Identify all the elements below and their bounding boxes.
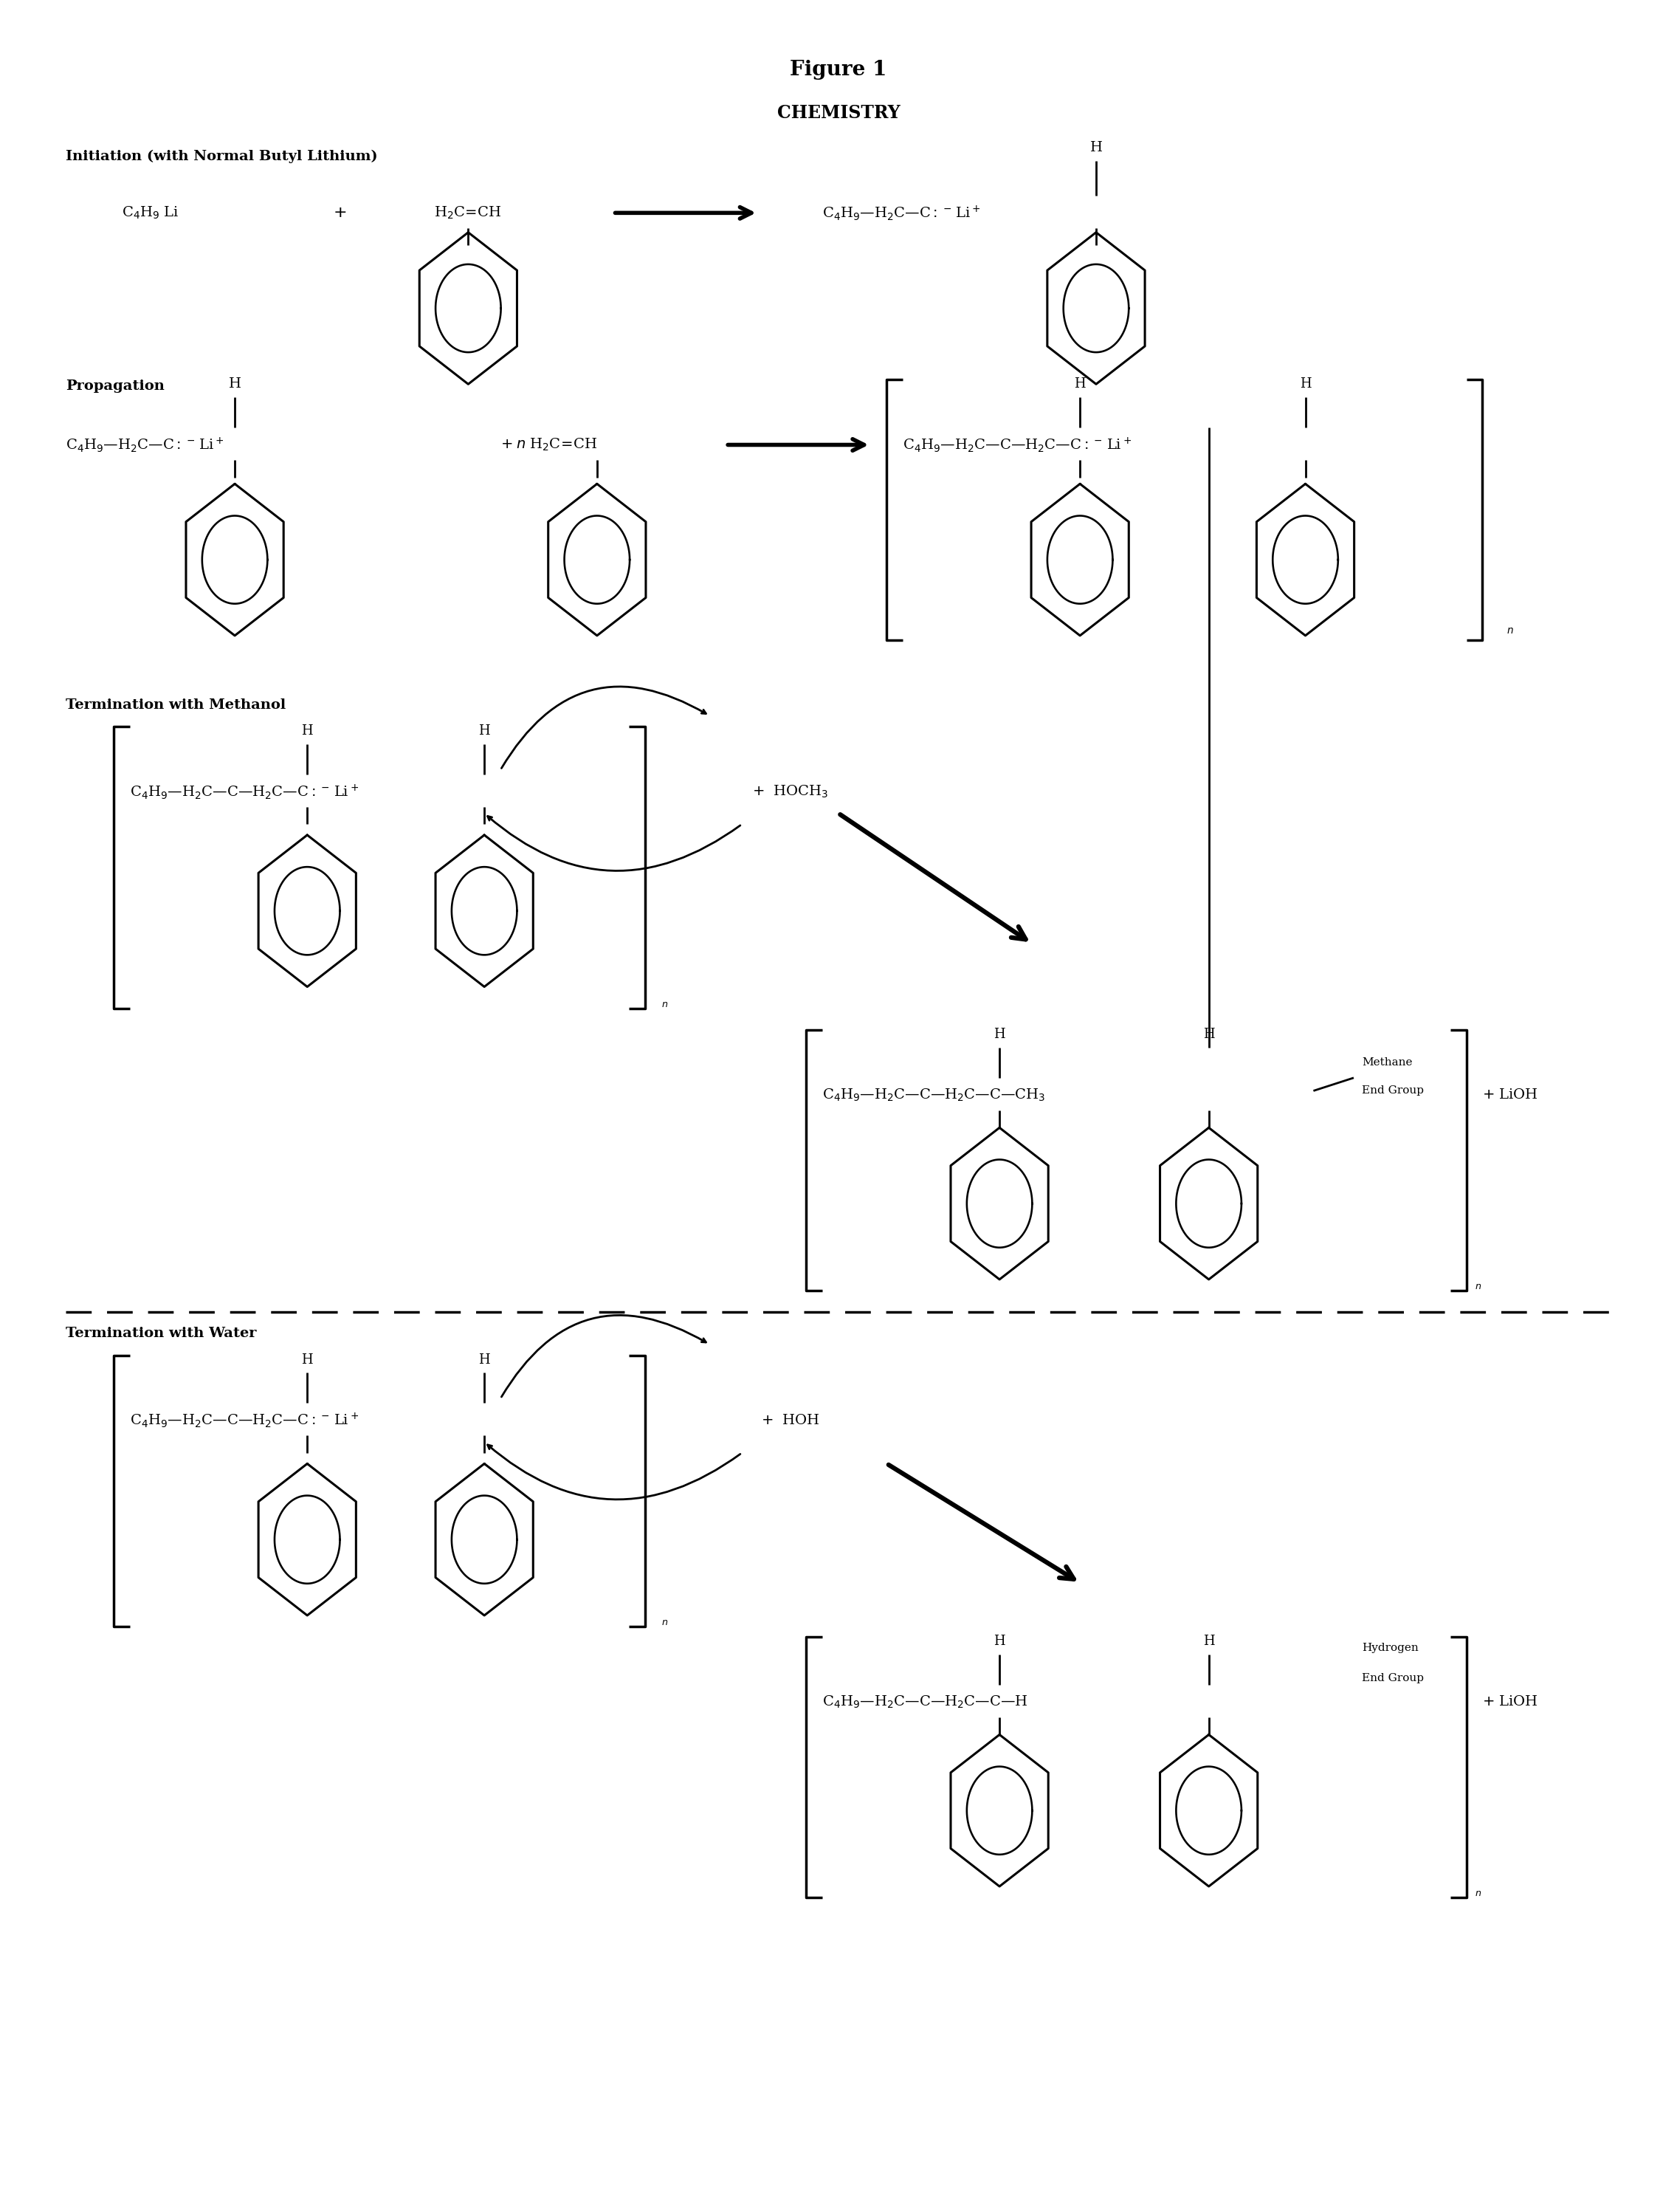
Text: H: H <box>478 1354 490 1367</box>
Text: H: H <box>994 1635 1005 1648</box>
Text: Initiation (with Normal Butyl Lithium): Initiation (with Normal Butyl Lithium) <box>65 150 377 164</box>
Text: H: H <box>478 723 490 737</box>
Text: Termination with Water: Termination with Water <box>65 1327 257 1340</box>
Text: H: H <box>994 1029 1005 1042</box>
Text: C$_4$H$_9$—H$_2$C—C$:^-\!$ Li$^+$: C$_4$H$_9$—H$_2$C—C$:^-\!$ Li$^+$ <box>65 436 225 453</box>
Text: C$_4$H$_9$—H$_2$C—C—H$_2$C—C$:^-\!$ Li$^+$: C$_4$H$_9$—H$_2$C—C—H$_2$C—C$:^-\!$ Li$^… <box>131 783 359 801</box>
Text: H: H <box>1090 142 1102 155</box>
Text: Figure 1: Figure 1 <box>790 60 887 80</box>
Text: C$_4$H$_9$—H$_2$C—C—H$_2$C—C$:^-\!$ Li$^+$: C$_4$H$_9$—H$_2$C—C—H$_2$C—C$:^-\!$ Li$^… <box>131 1411 359 1429</box>
Text: Hydrogen: Hydrogen <box>1362 1644 1419 1652</box>
Text: Methane: Methane <box>1362 1057 1412 1068</box>
Text: $_n$: $_n$ <box>1474 1885 1481 1898</box>
Text: $_n$: $_n$ <box>661 995 669 1009</box>
Text: $+\;n\;$H$_2$C$\!=\!$CH: $+\;n\;$H$_2$C$\!=\!$CH <box>500 438 597 453</box>
Text: $_n$: $_n$ <box>661 1613 669 1626</box>
Text: $+$  HOH: $+$ HOH <box>761 1413 820 1427</box>
Text: H: H <box>302 1354 314 1367</box>
Text: $+$  HOCH$_3$: $+$ HOCH$_3$ <box>751 783 828 799</box>
Text: End Group: End Group <box>1362 1086 1424 1095</box>
Text: H$_2$C$\!=\!$CH: H$_2$C$\!=\!$CH <box>434 206 501 221</box>
Text: H: H <box>302 723 314 737</box>
Text: $+$ LiOH: $+$ LiOH <box>1482 1694 1538 1710</box>
Text: C$_4$H$_9$—H$_2$C—C$:^-\!$ Li$^+$: C$_4$H$_9$—H$_2$C—C$:^-\!$ Li$^+$ <box>822 204 981 221</box>
Text: Propagation: Propagation <box>65 380 164 394</box>
Text: $+$ LiOH: $+$ LiOH <box>1482 1088 1538 1102</box>
Text: H: H <box>1202 1635 1214 1648</box>
Text: H: H <box>1300 378 1311 392</box>
Text: Termination with Methanol: Termination with Methanol <box>65 699 285 712</box>
Text: H: H <box>1075 378 1085 392</box>
Text: C$_4$H$_9$—H$_2$C—C—H$_2$C—C—CH$_3$: C$_4$H$_9$—H$_2$C—C—H$_2$C—C—CH$_3$ <box>822 1088 1046 1104</box>
Text: C$_4$H$_9$—H$_2$C—C—H$_2$C—C—H: C$_4$H$_9$—H$_2$C—C—H$_2$C—C—H <box>822 1694 1028 1710</box>
Text: $+$: $+$ <box>332 206 345 221</box>
Text: $_n$: $_n$ <box>1474 1276 1481 1290</box>
Text: CHEMISTRY: CHEMISTRY <box>776 104 901 122</box>
Text: H: H <box>1202 1029 1214 1042</box>
Text: C$_4$H$_9$—H$_2$C—C—H$_2$C—C$:^-\!$ Li$^+$: C$_4$H$_9$—H$_2$C—C—H$_2$C—C$:^-\!$ Li$^… <box>902 436 1132 453</box>
Text: H: H <box>228 378 241 392</box>
Text: End Group: End Group <box>1362 1672 1424 1683</box>
Text: $_n$: $_n$ <box>1506 622 1514 635</box>
Text: C$_4$H$_9$ Li: C$_4$H$_9$ Li <box>122 206 179 221</box>
